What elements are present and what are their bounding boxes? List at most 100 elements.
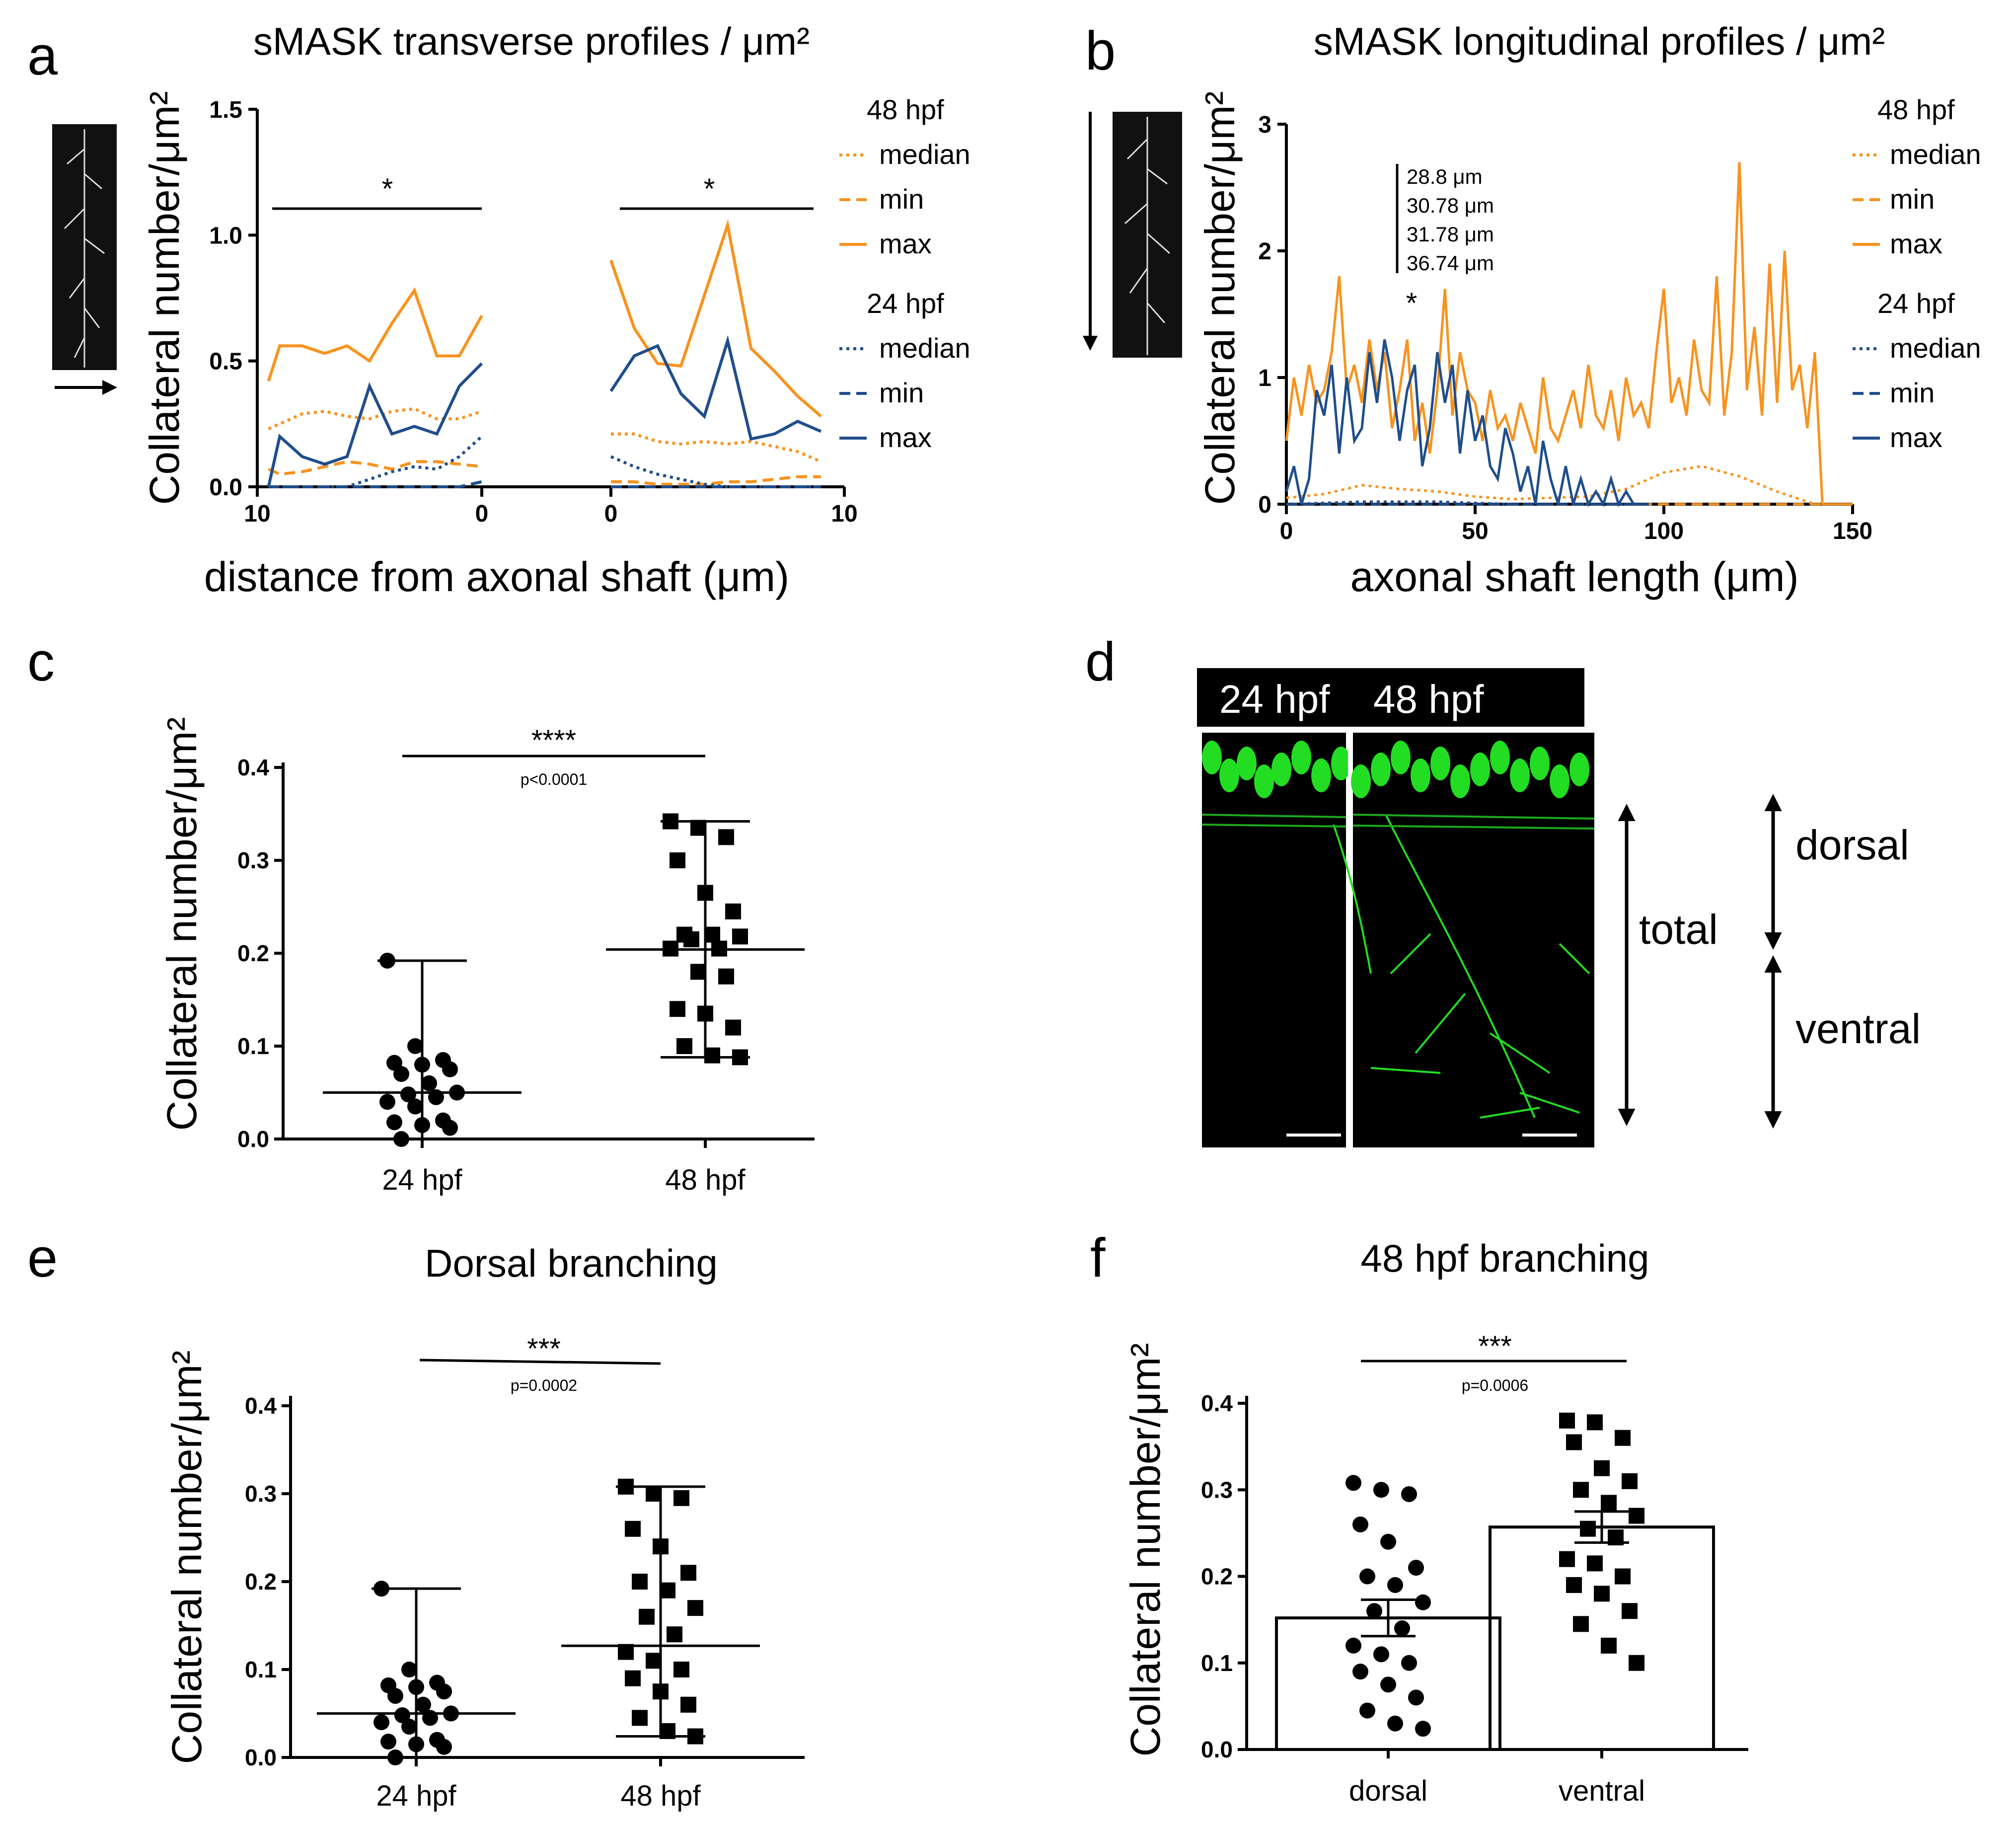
series-line-right-48-hpf-median: [611, 432, 822, 463]
chart-c-data-point: [676, 1038, 692, 1054]
chart-f-data-point: [1380, 1676, 1396, 1693]
legend-header: 48 hpf: [1877, 94, 1955, 125]
chart-c-y-tick-label: 0.2: [237, 940, 269, 966]
chart-f-data-point: [1401, 1655, 1417, 1671]
chart-a-x-tick-label: 0: [604, 501, 618, 527]
chart-a-y-tick-label: 1.0: [209, 223, 242, 249]
chart-f-data-point: [1373, 1482, 1389, 1498]
fiber-band: [1201, 814, 1595, 830]
chart-f-y-tick-label: 0.0: [1201, 1737, 1233, 1762]
chart-c-data-point: [670, 1001, 685, 1017]
legend-entry: min: [879, 183, 924, 215]
axon-24hpf: [1333, 824, 1372, 974]
panel-letter-f: f: [1090, 1227, 1106, 1289]
chart-e-data-point: [373, 1714, 389, 1731]
neuron-soma: [1569, 753, 1589, 786]
chart-e-data-point: [639, 1608, 655, 1625]
chart-e-data-point: [653, 1538, 669, 1555]
chart-f-data-point: [1615, 1568, 1631, 1585]
microscopy-label-48hpf: 48 hpf: [1373, 677, 1484, 721]
chart-f-data-point: [1359, 1568, 1375, 1585]
chart-e-p-value: p=0.0002: [511, 1376, 577, 1394]
chart-b-x-axis-label: axonal shaft length (μm): [1350, 553, 1799, 600]
chart-b-y-tick-label: 2: [1258, 238, 1271, 265]
chart-b-y-tick-label: 0: [1258, 492, 1271, 518]
chart-e-data-point: [646, 1486, 662, 1502]
chart-e-data-point: [408, 1736, 424, 1752]
legend-entry: max: [879, 228, 932, 259]
chart-e-significance-bar: [419, 1359, 661, 1365]
chart-e-data-point: [673, 1490, 689, 1506]
series-line-left-24-hpf-median: [268, 435, 483, 488]
chart-f-data-point: [1629, 1508, 1644, 1524]
chart-e-data-point: [673, 1662, 689, 1677]
chart-e-data-point: [380, 1734, 396, 1750]
neuron-soma: [1202, 741, 1222, 774]
chart-c-data-point: [704, 1047, 720, 1064]
inset-neuron-branches-b: [1124, 117, 1170, 355]
chart-c-data-point: [379, 1094, 395, 1110]
total-label: total: [1639, 906, 1718, 953]
chart-f-data-point: [1559, 1551, 1575, 1567]
legend-entry: min: [1890, 183, 1935, 215]
chart-e-data-point: [680, 1565, 696, 1581]
chart-f-data-point: [1573, 1616, 1589, 1632]
chart-f-data-point: [1615, 1430, 1631, 1446]
chart-f-data-point: [1580, 1521, 1596, 1537]
chart-f-data-point: [1408, 1689, 1424, 1706]
chart-a-x-tick-label: 0: [475, 501, 489, 527]
microscopy-image-24hpf: [1202, 733, 1346, 1147]
legend-entry: median: [879, 332, 971, 364]
chart-c-data-point: [725, 903, 741, 919]
chart-e-y-tick-label: 0.1: [245, 1657, 277, 1682]
chart-e-data-point: [653, 1683, 669, 1700]
series-line-right-24-hpf-median: [610, 455, 821, 488]
series-line-left-24-hpf-max: [267, 362, 483, 487]
chart-e-y-tick-label: 0.4: [245, 1393, 277, 1419]
chart-c-data-point: [663, 813, 678, 830]
chart-e-data-point: [443, 1705, 459, 1722]
inset-neuron-branches: [64, 129, 105, 368]
legend-entry: max: [879, 422, 932, 453]
chart-c-data-point: [725, 1019, 741, 1036]
chart-f-data-point: [1629, 1655, 1644, 1671]
chart-e-data-point: [401, 1662, 417, 1677]
chart-f-data-point: [1387, 1715, 1403, 1732]
neuron-soma: [1331, 747, 1351, 780]
chart-f-title: 48 hpf branching: [1360, 1236, 1649, 1280]
collateral-number-chart-c: Collateral number/μm² 0.0 0.1 0.2 0.3 0.4 24 …: [158, 717, 815, 1196]
chart-a-x-tick-label: 10: [831, 501, 857, 527]
annotation-length-3: 31.78 μm: [1407, 223, 1494, 246]
chart-c-category-label: 24 hpf: [382, 1164, 462, 1196]
chart-c-data-point: [386, 1114, 402, 1131]
microscopy-label-24hpf: 24 hpf: [1219, 677, 1330, 721]
neuron-soma: [1391, 741, 1411, 774]
chart-c-y-axis-label: Collateral number/μm²: [158, 717, 205, 1131]
chart-c-data-point: [400, 1086, 416, 1103]
chart-f-y-tick-label: 0.2: [1201, 1564, 1233, 1590]
series-line-left-48-hpf-median: [268, 407, 482, 431]
chart-e-data-point: [625, 1670, 641, 1686]
chart-c-data-point: [663, 940, 678, 957]
chart-f-data-point: [1352, 1516, 1368, 1532]
legend-entry: median: [1890, 332, 1981, 364]
chart-f-category-label: dorsal: [1349, 1775, 1427, 1807]
series-line-48-hpf-median: [1286, 464, 1853, 506]
transverse-profile-chart: sMASK transverse profiles / μm² Collater…: [52, 19, 971, 600]
chart-f-data-point: [1345, 1637, 1361, 1654]
panel-letter-e: e: [27, 1227, 58, 1289]
chart-c-y-tick-label: 0.1: [237, 1033, 269, 1059]
significance-star-b: *: [1406, 287, 1418, 319]
significance-star-left: *: [382, 173, 393, 205]
dorsal-label: dorsal: [1795, 822, 1909, 868]
chart-c-data-point: [414, 1117, 430, 1133]
chart-e-data-point: [687, 1600, 703, 1616]
chart-f-data-point: [1601, 1637, 1617, 1654]
chart-e-data-point: [401, 1719, 417, 1735]
chart-a-y-tick-label: 0.5: [209, 349, 242, 375]
chart-c-data-point: [690, 820, 706, 836]
chart-f-data-point: [1373, 1646, 1389, 1663]
chart-b-y-axis-label: Collateral number/μm²: [1196, 91, 1243, 505]
chart-e-title: Dorsal branching: [425, 1241, 718, 1285]
chart-c-data-point: [442, 1120, 458, 1136]
